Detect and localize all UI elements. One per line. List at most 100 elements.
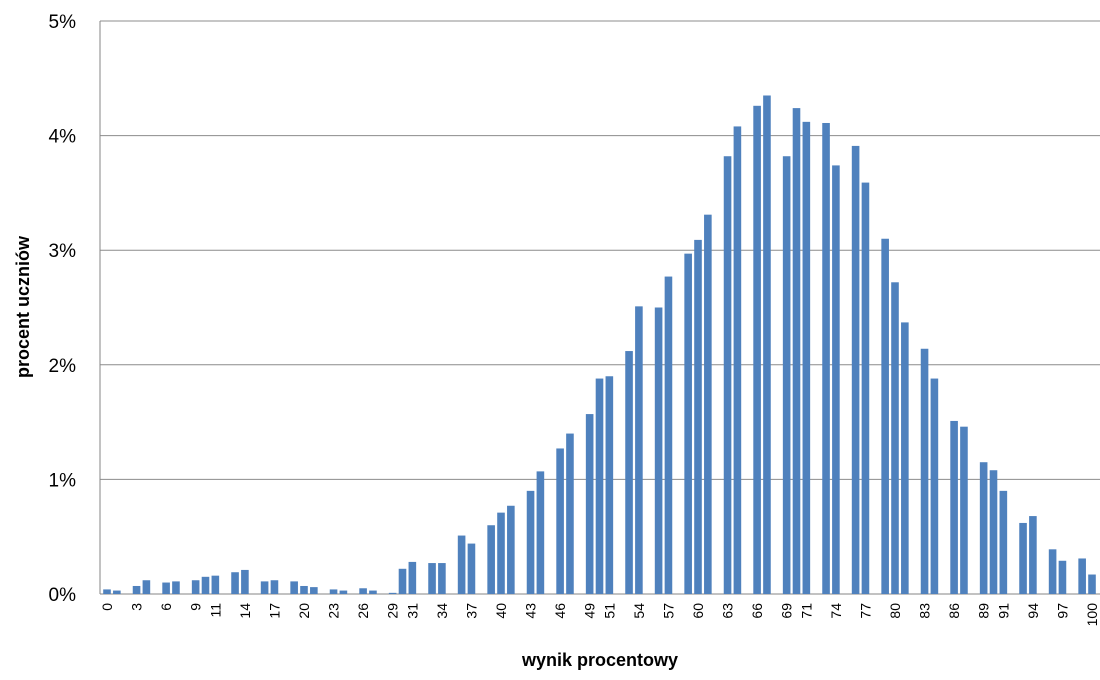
bar-31 [408,561,417,594]
bar-93 [1019,522,1027,594]
bar-40 [497,512,505,594]
bar-14 [241,569,249,594]
bar-44 [536,471,545,594]
x-tick-label-83: 83 [917,603,933,619]
bar-34 [438,563,446,594]
x-tick-label-91: 91 [995,603,1011,619]
x-tick-label-11: 11 [207,603,223,618]
bar-50 [595,378,604,594]
bar-91 [999,490,1008,594]
bar-10 [201,576,210,594]
bar-43 [526,490,535,594]
bar-57 [664,276,673,594]
bar-64 [733,126,742,595]
x-tick-label-71: 71 [798,603,814,619]
bar-63 [723,156,732,595]
bar-41 [507,505,515,594]
y-tick-label-0: 0% [49,585,77,606]
y-tick-label-2: 2% [49,356,77,377]
x-tick-label-31: 31 [404,603,420,619]
x-tick-label-97: 97 [1054,603,1070,619]
bar-87 [960,426,968,594]
bar-27 [369,590,377,594]
x-tick-label-23: 23 [326,603,342,619]
x-tick-label-60: 60 [690,603,706,619]
x-axis-tick-labels: 0 3 6 9 11 14 17 20 23 26 29 31 34 37 40 43 46 49 51 54 57 60… [99,603,1100,627]
x-tick-label-86: 86 [946,603,962,619]
bar-36 [457,535,466,594]
bar-83 [920,348,929,594]
bar-19 [290,581,298,594]
bar-56 [654,307,663,594]
x-tick-label-89: 89 [976,603,992,619]
x-axis-title: wynik procentowy [521,650,678,670]
bar-53 [625,351,633,594]
x-tick-label-46: 46 [552,603,568,619]
x-tick-label-94: 94 [1025,603,1041,619]
bar-99 [1078,558,1086,594]
bar-61 [704,214,712,595]
x-tick-label-26: 26 [355,603,371,619]
bar-20 [300,585,308,594]
x-tick-label-40: 40 [493,603,509,619]
x-tick-label-14: 14 [237,603,253,619]
bar-4 [142,580,151,594]
bar-1 [113,590,121,594]
x-tick-label-57: 57 [660,603,676,619]
bar-9 [191,580,200,594]
x-tick-label-54: 54 [631,603,647,619]
x-tick-label-37: 37 [463,603,479,619]
y-tick-label-3: 3% [49,241,77,262]
x-tick-label-69: 69 [779,603,795,619]
x-tick-label-29: 29 [385,603,401,619]
bar-33 [428,563,436,594]
x-tick-label-20: 20 [296,603,312,619]
bar-30 [398,568,407,594]
bar-24 [339,590,348,594]
bar-0 [103,589,111,594]
y-axis-title: procent uczniów [13,235,33,378]
x-tick-label-9: 9 [188,603,204,611]
bar-17 [270,580,279,594]
bar-70 [792,108,801,594]
x-tick-label-66: 66 [749,603,765,619]
bar-81 [901,322,909,594]
bar-80 [891,282,899,594]
bar-37 [467,543,476,594]
bar-49 [585,414,594,594]
bar-29 [388,592,397,594]
bar-11 [211,575,220,594]
bar-97 [1058,560,1067,594]
x-tick-label-63: 63 [720,603,736,619]
bar-77 [861,182,870,594]
bar-73 [822,122,830,595]
x-tick-label-51: 51 [601,603,617,619]
x-tick-label-74: 74 [828,603,844,619]
bar-7 [172,581,180,594]
bar-16 [260,581,269,594]
bar-60 [694,239,702,594]
bar-89 [979,462,988,594]
bar-21 [310,587,318,594]
bar-23 [329,589,338,594]
bar-46 [556,448,564,594]
x-tick-label-0: 0 [99,603,115,611]
bar-69 [782,156,791,595]
bar-66 [753,105,761,595]
x-tick-label-80: 80 [887,603,903,619]
bar-47 [566,433,574,594]
bar-6 [162,582,170,594]
bar-39 [487,525,495,594]
x-tick-label-100: 100 [1084,603,1100,627]
y-tick-label-1: 1% [49,470,77,491]
bar-96 [1048,549,1057,594]
bar-79 [881,238,889,595]
bar-76 [851,145,860,594]
x-tick-label-49: 49 [582,603,598,619]
bar-3 [132,585,141,594]
x-tick-label-77: 77 [857,603,873,619]
x-tick-label-43: 43 [523,603,539,619]
bar-71 [802,121,811,594]
bar-54 [635,306,643,594]
